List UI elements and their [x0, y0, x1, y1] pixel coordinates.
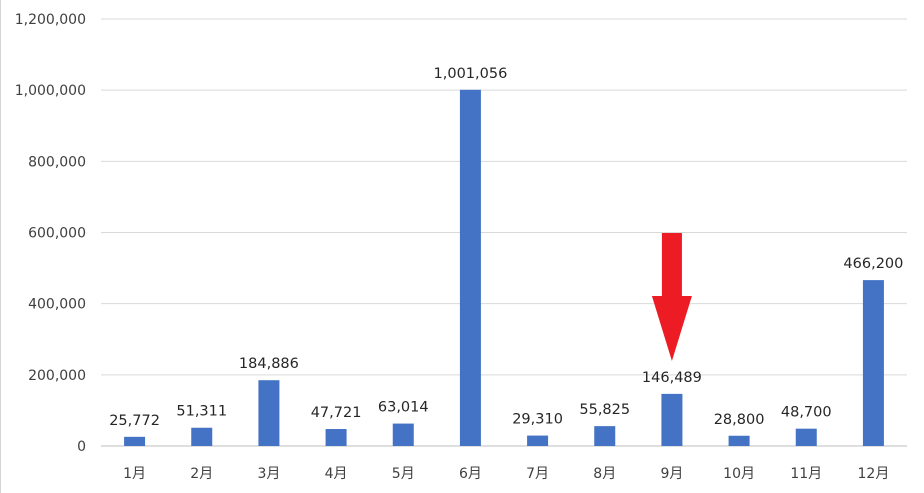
- y-tick-label: 400,000: [28, 297, 86, 313]
- x-tick-label: 1月: [123, 466, 146, 482]
- bar-3: [258, 380, 280, 446]
- data-label: 146,489: [642, 370, 702, 386]
- data-label: 48,700: [781, 405, 832, 421]
- left-edge-divider: [0, 0, 1, 493]
- bar-4: [325, 429, 347, 446]
- y-axis-tick-labels: 0 200,000 400,000 600,000 800,000 1,000,000 1,…: [15, 12, 86, 455]
- x-tick-label: 5月: [392, 466, 415, 482]
- x-tick-label: 3月: [257, 466, 280, 482]
- data-label: 1,001,056: [434, 66, 508, 82]
- bar-1: [124, 436, 146, 446]
- data-label: 55,825: [579, 402, 630, 418]
- data-label: 25,772: [109, 413, 160, 429]
- x-tick-label: 12月: [858, 466, 890, 482]
- data-label: 184,886: [239, 356, 299, 372]
- data-label: 47,721: [311, 405, 362, 421]
- annotation-layer: [651, 233, 692, 361]
- x-tick-label: 11月: [790, 466, 822, 482]
- y-tick-label: 1,200,000: [15, 12, 86, 28]
- bar-5: [392, 423, 414, 446]
- y-tick-label: 1,000,000: [15, 83, 86, 99]
- bar-2: [191, 427, 213, 446]
- bars: [124, 89, 884, 447]
- bar-10: [728, 435, 750, 446]
- x-tick-label: 4月: [325, 466, 348, 482]
- gridlines: [101, 18, 907, 447]
- bar-9: [661, 393, 683, 446]
- x-axis-tick-labels: 1月 2月 3月 4月 5月 6月 7月 8月 9月 10月 11月 12月: [123, 466, 889, 482]
- bar-6: [459, 89, 481, 447]
- data-label: 51,311: [176, 404, 227, 420]
- data-label: 63,014: [378, 400, 429, 416]
- x-tick-label: 9月: [660, 466, 683, 482]
- y-tick-label: 200,000: [28, 368, 86, 384]
- bar-8: [594, 426, 616, 446]
- data-label: 28,800: [714, 412, 765, 428]
- x-tick-label: 10月: [723, 466, 755, 482]
- data-label: 466,200: [843, 256, 903, 272]
- y-tick-label: 0: [77, 439, 86, 455]
- y-tick-label: 600,000: [28, 226, 86, 242]
- data-label: 29,310: [512, 412, 563, 428]
- y-tick-label: 800,000: [28, 154, 86, 170]
- x-tick-label: 6月: [459, 466, 482, 482]
- bar-12: [862, 280, 884, 446]
- bar-11: [795, 428, 817, 446]
- x-tick-label: 2月: [190, 466, 213, 482]
- bar-7: [527, 435, 549, 446]
- x-tick-label: 8月: [593, 466, 616, 482]
- red-down-arrow-icon: [651, 233, 692, 361]
- x-tick-label: 7月: [526, 466, 549, 482]
- data-labels: 25,772 51,311 184,886 47,721 63,014 1,001,056…: [109, 66, 903, 429]
